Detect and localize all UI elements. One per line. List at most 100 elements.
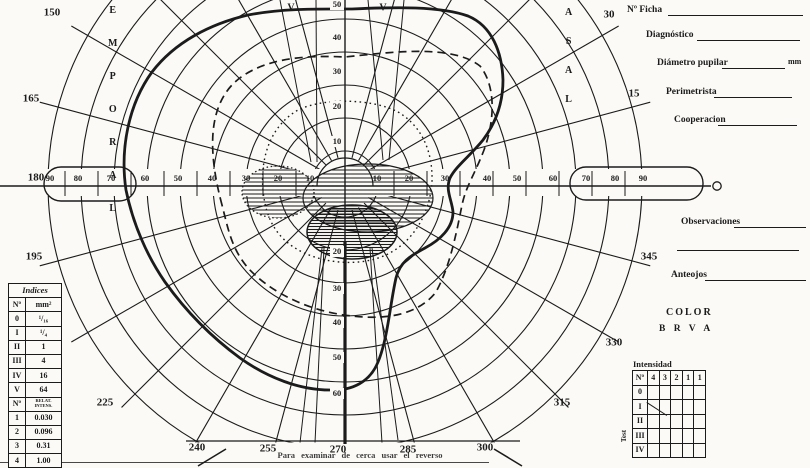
table-row: Indices — [8, 282, 62, 299]
chart-label: 40 — [208, 173, 217, 183]
chart-label: 80 — [611, 173, 620, 183]
field-line-perimetrista — [714, 96, 792, 98]
color-section-title: COLOR — [666, 307, 713, 318]
chart-label: 20 — [333, 101, 342, 111]
table-row: 2 0.096 — [8, 424, 62, 441]
scan-edge-line — [0, 462, 489, 463]
table-row: Nº RELAT. INTENS. — [8, 396, 62, 412]
label-bg — [330, 388, 344, 399]
isopter-outer-solid — [122, 6, 505, 392]
table-cell: 2 — [670, 370, 683, 386]
table-cell: I — [632, 399, 648, 415]
grid-meridian — [358, 0, 452, 161]
chart-label: 50 — [174, 173, 183, 183]
temporal-vertical-label: TEMPORAL — [108, 0, 117, 214]
table-cell — [693, 442, 706, 458]
chart-label: 20 — [405, 173, 414, 183]
intensity-table: Nº 4 3 2 1 1 0 I II III IV — [632, 370, 706, 458]
chart-label: 50 — [513, 173, 522, 183]
chart-label: 60 — [549, 173, 558, 183]
table-cell: III — [632, 428, 648, 444]
table-cell — [681, 428, 695, 444]
field-label-anteojos: Anteojos — [671, 270, 707, 280]
chart-label: 240 — [189, 442, 206, 454]
grid-meridian — [160, 0, 327, 166]
table-row: II — [632, 413, 706, 429]
chart-label: 50 — [333, 0, 342, 9]
chart-label: 90 — [46, 173, 55, 183]
chart-label: 255 — [260, 443, 277, 455]
table-cell: ¹/₄ — [25, 325, 62, 341]
table-row: Nº 4 3 2 1 1 — [632, 370, 706, 386]
table-cell: II — [8, 339, 26, 355]
table-cell: IV — [8, 368, 26, 384]
table-cell — [670, 413, 683, 429]
axis-capsules — [43, 166, 704, 202]
table-row: IV — [632, 442, 706, 458]
table-cell: 3 — [658, 370, 672, 386]
color-letters: B R V A — [659, 324, 711, 334]
wedge-line — [314, 247, 325, 444]
table-cell — [693, 428, 706, 444]
table-cell: II — [632, 413, 648, 429]
axis-end-zero-marker — [712, 181, 722, 191]
scotoma-dense — [306, 204, 398, 260]
grid-meridian — [238, 0, 332, 161]
chart-label: 10 — [306, 173, 315, 183]
table-row: 3 0.31 — [8, 439, 62, 455]
chart-label: 10 — [373, 173, 382, 183]
chart-label: V — [287, 2, 295, 13]
isopters — [122, 6, 505, 392]
vertical-letter: M — [108, 38, 118, 49]
grid-meridian — [295, 0, 339, 159]
chart-label: 90 — [639, 173, 648, 183]
table-cell: Nº — [8, 396, 26, 412]
vertical-letter: A — [565, 65, 573, 76]
chart-label: 30 — [242, 173, 251, 183]
chart-label: 50 — [333, 352, 342, 362]
table-cell — [647, 442, 660, 458]
field-line-cooperacion — [718, 124, 797, 126]
table-cell — [693, 384, 706, 400]
vertical-letter: R — [109, 137, 117, 148]
table-cell — [658, 428, 672, 444]
table-cell: 1 — [25, 339, 62, 355]
chart-label: 70 — [107, 173, 116, 183]
table-cell — [681, 413, 695, 429]
grid-meridian — [370, 101, 651, 178]
table-cell: 3 — [8, 439, 26, 455]
table-cell — [681, 384, 695, 400]
label-bg — [330, 283, 344, 294]
field-label-cooperacion: Cooperacion — [674, 115, 726, 125]
field-line-no-ficha — [668, 14, 803, 16]
vertical-letter: P — [109, 71, 116, 82]
table-row: IV 16 — [8, 368, 62, 384]
table-cell — [647, 413, 660, 429]
field-label-observaciones: Observaciones — [681, 217, 741, 227]
field-line-anteojos — [705, 279, 806, 281]
table-cell — [681, 442, 695, 458]
table-cell — [670, 428, 683, 444]
chart-label: 20 — [333, 246, 342, 256]
vertical-letter: A — [565, 7, 573, 18]
field-line-diagnostico — [697, 39, 800, 41]
table-cell — [658, 413, 672, 429]
chart-label: 180 — [28, 172, 45, 184]
table-row: III — [632, 428, 706, 444]
grid-meridian — [71, 25, 322, 171]
wedge-line — [315, 0, 318, 163]
grid-meridian — [363, 202, 569, 408]
field-label-diametro-pupilar: Diámetro pupilar — [657, 58, 728, 68]
grid-meridian — [121, 202, 327, 408]
chart-label: 165 — [23, 93, 40, 105]
grid-meridian — [186, 207, 332, 458]
field-label-no-ficha: Nº Ficha — [627, 5, 663, 15]
chart-label: 330 — [606, 337, 623, 349]
table-cell: 64 — [25, 382, 62, 398]
table-cell: mm² — [25, 297, 62, 313]
table-row: II 1 — [8, 339, 62, 355]
table-cell — [693, 399, 706, 415]
label-bg — [330, 32, 344, 43]
vertical-letter: S — [565, 36, 572, 47]
table-cell: III — [8, 353, 26, 370]
